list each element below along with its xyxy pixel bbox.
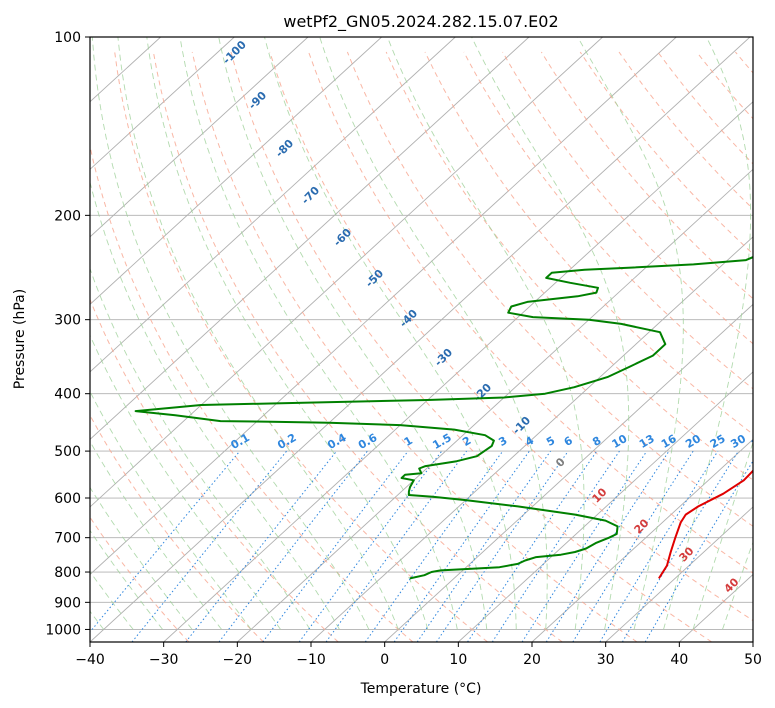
moist-adiabat: [117, 37, 399, 630]
mixing-ratio-line: [621, 450, 739, 642]
dry-adiabat: [90, 143, 414, 642]
isotherm-line: [90, 37, 235, 170]
moist-adiabat: [319, 37, 548, 630]
dry-adiabat: [230, 51, 712, 642]
moist-adiabat: [264, 37, 517, 630]
isotherm-line: [531, 438, 753, 642]
dry-adiabat: [308, 51, 753, 574]
dry-adiabat: [152, 51, 563, 642]
moist-adiabat: [218, 37, 488, 630]
moist-adiabat: [91, 37, 370, 630]
isotherm-line: [458, 371, 753, 642]
isotherm-line: [90, 37, 456, 373]
x-tick-label: 50: [744, 652, 762, 668]
chart-title: wetPf2_GN05.2024.282.15.07.E02: [283, 12, 558, 32]
x-tick-label: −40: [75, 652, 105, 668]
moist-adiabat: [90, 334, 281, 630]
isotherm-line: [163, 101, 753, 642]
dry-adiabat: [90, 414, 264, 642]
mixing-ratio-line: [393, 450, 530, 642]
y-tick-label: 1000: [45, 622, 81, 638]
plot-frame: [89, 36, 754, 643]
y-tick-label: 300: [54, 313, 81, 329]
dry-adiabat: [463, 51, 753, 390]
isotherm-line: [90, 37, 382, 305]
mixing-ratio-line: [491, 450, 620, 642]
mixing-ratio-line: [545, 450, 670, 642]
isotherm-line: [90, 37, 309, 238]
moist-adiabat: [577, 37, 684, 630]
x-tick-label: 40: [670, 652, 688, 668]
dry-adiabat: [114, 51, 488, 642]
isotherm-line: [90, 37, 603, 508]
y-tick-label: 200: [54, 208, 81, 224]
isotherm-line: [90, 37, 751, 642]
mixing-ratio-line: [364, 450, 504, 642]
dry-adiabat: [90, 516, 190, 642]
y-tick-label: 400: [54, 387, 81, 403]
isotherm-line: [310, 236, 753, 642]
x-tick-label: 30: [597, 652, 615, 668]
y-axis-title: Pressure (hPa): [12, 289, 28, 389]
isotherm-line: [752, 641, 753, 642]
dry-adiabat: [346, 51, 753, 527]
y-tick-label: 700: [54, 531, 81, 547]
x-tick-label: 0: [380, 652, 389, 668]
temperature-line: [658, 469, 753, 579]
mixing-ratio-line: [131, 450, 287, 642]
y-tick-label: 900: [54, 595, 81, 611]
mixing-ratio-line: [90, 450, 241, 633]
moist-adiabat: [90, 180, 340, 630]
dewpoint-line: [134, 256, 753, 580]
mixing-ratio-line: [416, 450, 552, 642]
moist-adiabat: [663, 37, 752, 630]
mixing-ratio-line: [262, 450, 409, 642]
x-tick-label: −30: [149, 652, 179, 668]
x-axis-title: Temperature (°C): [360, 681, 482, 697]
x-tick-label: 10: [449, 652, 467, 668]
mixing-ratio-line: [298, 450, 443, 642]
dry-adiabat: [90, 298, 339, 642]
x-tick-label: 20: [523, 652, 541, 668]
y-tick-label: 600: [54, 491, 81, 507]
background-reference-lines: [90, 37, 753, 642]
mixing-ratio-line: [435, 450, 569, 642]
x-tick-label: −20: [223, 652, 253, 668]
moist-adiabat: [471, 37, 630, 630]
y-axis: 100 200 300 400 500 600 700 800 900 1000: [45, 30, 90, 638]
moist-adiabat: [722, 540, 753, 630]
y-tick-label: 800: [54, 565, 81, 581]
moist-adiabat: [179, 37, 458, 630]
mixing-ratio-line: [325, 450, 468, 642]
isotherm-line: [237, 168, 753, 642]
moist-adiabat: [90, 570, 134, 630]
moist-adiabat: [90, 440, 222, 630]
isotherm-line: [384, 303, 753, 642]
x-axis: −40 −30 −20 −10 0 10 20 30 40 50: [75, 642, 762, 668]
isotherm-line: [90, 37, 530, 441]
moist-adiabat: [692, 440, 753, 630]
y-tick-label: 500: [54, 444, 81, 460]
moist-adiabat: [90, 529, 163, 630]
dry-adiabat: [385, 51, 753, 481]
mixing-ratio-line: [599, 450, 719, 642]
moist-adiabat: [90, 390, 252, 630]
y-tick-label: 100: [54, 30, 81, 46]
mixing-ratio-label: 36: [749, 432, 769, 451]
x-tick-label: −10: [296, 652, 326, 668]
mixing-ratio-line: [467, 450, 598, 642]
moist-adiabat: [90, 486, 193, 630]
mixing-ratio-line: [521, 450, 648, 642]
moist-adiabat: [386, 37, 585, 630]
dry-adiabat: [269, 51, 753, 622]
profile-lines: [134, 256, 753, 580]
isotherm-line: [605, 506, 753, 642]
moist-adiabat: [90, 267, 311, 630]
isotherm-line: [90, 37, 677, 576]
moist-adiabat: [146, 37, 429, 630]
